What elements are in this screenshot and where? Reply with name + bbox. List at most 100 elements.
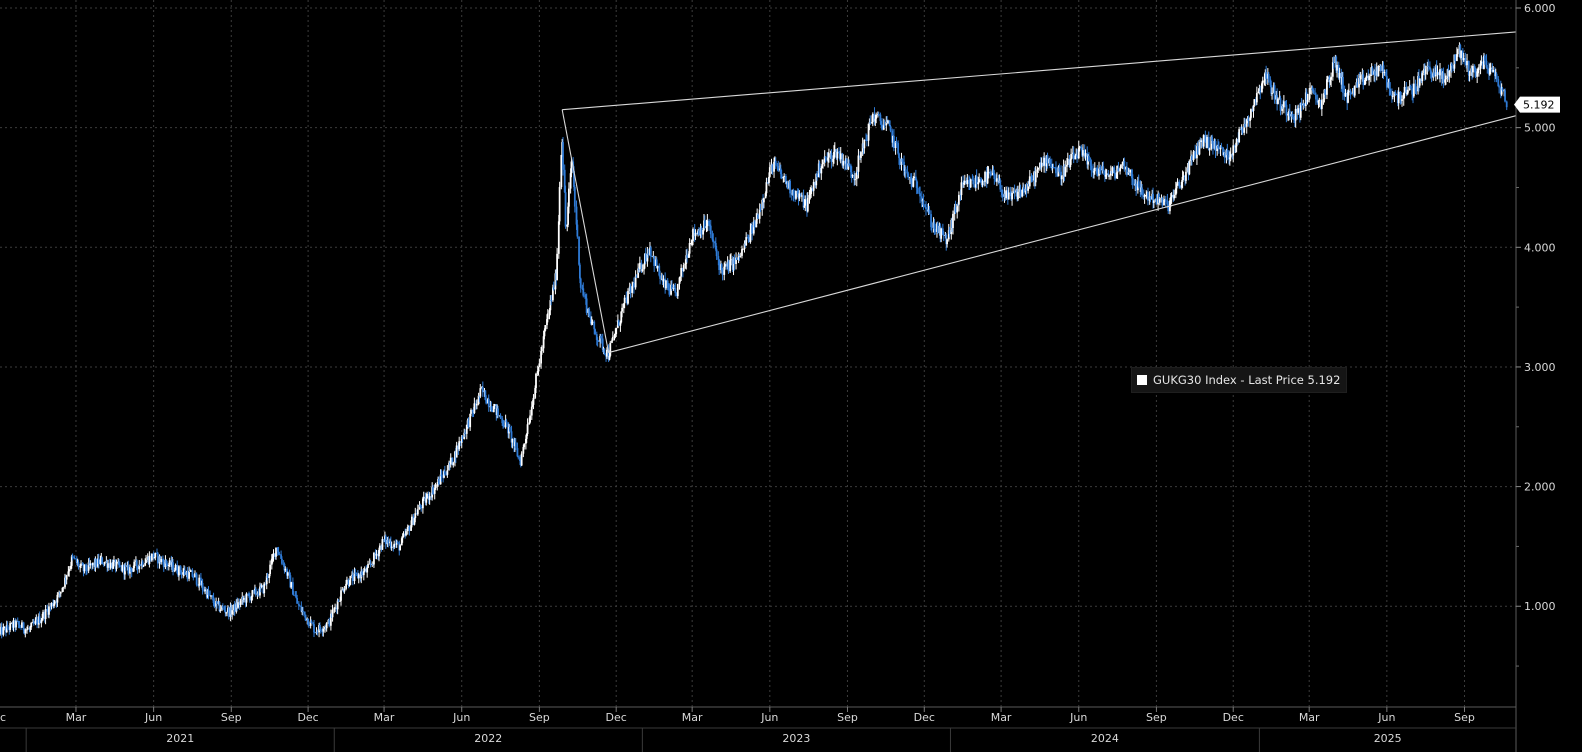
candle-body <box>763 198 765 203</box>
candle-body <box>401 536 404 539</box>
candle-body <box>818 163 821 174</box>
candle-body <box>313 632 316 634</box>
candle-body <box>414 513 417 519</box>
candle-body <box>907 173 910 178</box>
candle-body <box>784 176 787 184</box>
candle-body <box>738 254 741 257</box>
candle-body <box>251 590 254 597</box>
candle-body <box>1465 64 1468 66</box>
candle-body <box>544 325 547 331</box>
candle-body <box>685 255 688 264</box>
candle-body <box>1462 57 1465 61</box>
candle-body <box>658 265 661 276</box>
candle-body <box>266 576 269 578</box>
candle-body <box>804 199 807 206</box>
candle-body <box>674 288 677 293</box>
candle-body <box>199 577 202 586</box>
candle-body <box>752 221 755 234</box>
candle-body <box>717 256 720 260</box>
candle-body <box>188 570 190 579</box>
candle-body <box>369 563 372 565</box>
candle-body <box>822 162 824 165</box>
candle-body <box>1317 100 1320 103</box>
candle-body <box>1125 167 1128 175</box>
last-price-box <box>1514 96 1560 113</box>
candle-body <box>1430 73 1433 78</box>
candle-body <box>395 542 398 545</box>
candle-body <box>265 576 268 585</box>
candle-body <box>686 255 688 258</box>
x-tick-label: Sep <box>221 711 242 724</box>
candle-body <box>646 253 649 262</box>
candle-body <box>1182 175 1185 177</box>
candle-body <box>183 570 186 575</box>
candle-body <box>836 151 839 159</box>
candle-body <box>271 556 274 559</box>
candle-body <box>1200 140 1203 142</box>
candle-body <box>531 404 534 407</box>
candle-body <box>1344 92 1347 97</box>
candle-body <box>296 598 299 604</box>
candle-body <box>1250 109 1252 118</box>
candle-body <box>912 177 915 187</box>
candle-body <box>1099 169 1102 171</box>
candle-body <box>619 322 622 326</box>
candle-body <box>81 563 84 566</box>
candle-body <box>733 257 736 264</box>
candle-body <box>588 308 591 317</box>
candle-body <box>940 228 943 239</box>
candle-body <box>517 456 520 458</box>
candle-body <box>914 176 917 181</box>
x-tick-label: Sep <box>1146 711 1167 724</box>
candle-body <box>810 188 813 194</box>
candle-body <box>337 600 340 602</box>
candle-body <box>1382 65 1385 73</box>
candle-body <box>3 627 6 629</box>
candle-body <box>816 173 818 178</box>
candle-body <box>857 155 860 172</box>
candle-body <box>933 222 936 229</box>
candle-body <box>668 288 671 295</box>
y-tick-label: 6.000 <box>1524 2 1556 15</box>
candle-body <box>1285 104 1288 116</box>
candle-body <box>1308 94 1311 100</box>
candle-body <box>36 619 39 625</box>
candle-body <box>1235 139 1238 147</box>
candle-body <box>194 573 197 575</box>
candle-body <box>248 595 251 601</box>
candle-body <box>879 114 882 122</box>
candle-body <box>603 348 606 354</box>
candle-body <box>644 253 647 262</box>
candle-body <box>1245 119 1248 127</box>
candle-body <box>759 209 762 211</box>
candle-body <box>455 445 458 458</box>
candle-body <box>1131 169 1133 179</box>
candle-body <box>290 582 293 588</box>
candle-body <box>83 564 86 572</box>
candle-body <box>1291 114 1294 118</box>
candle-body <box>692 228 694 241</box>
candle-body <box>567 206 569 225</box>
candle-body <box>289 575 292 588</box>
candle-body <box>1337 64 1340 79</box>
candle-body <box>283 563 286 571</box>
candle-body <box>573 186 576 207</box>
candle-body <box>573 170 575 187</box>
candle-body <box>617 320 620 326</box>
candle-body <box>765 182 768 194</box>
candle-body <box>671 284 673 290</box>
candle-body <box>130 568 133 572</box>
candle-body <box>1166 200 1169 205</box>
candle-body <box>349 575 352 585</box>
candle-body <box>1036 169 1039 172</box>
candle-body <box>1043 157 1046 166</box>
candle-body <box>1270 85 1273 94</box>
candle-body <box>1389 88 1392 95</box>
candle-body <box>1046 155 1049 164</box>
candle-body <box>1220 146 1223 148</box>
candle-body <box>1198 140 1201 155</box>
candle-body <box>1489 67 1492 69</box>
candle-body <box>302 610 304 612</box>
candle-body <box>1212 140 1214 149</box>
candle-body <box>541 348 543 352</box>
